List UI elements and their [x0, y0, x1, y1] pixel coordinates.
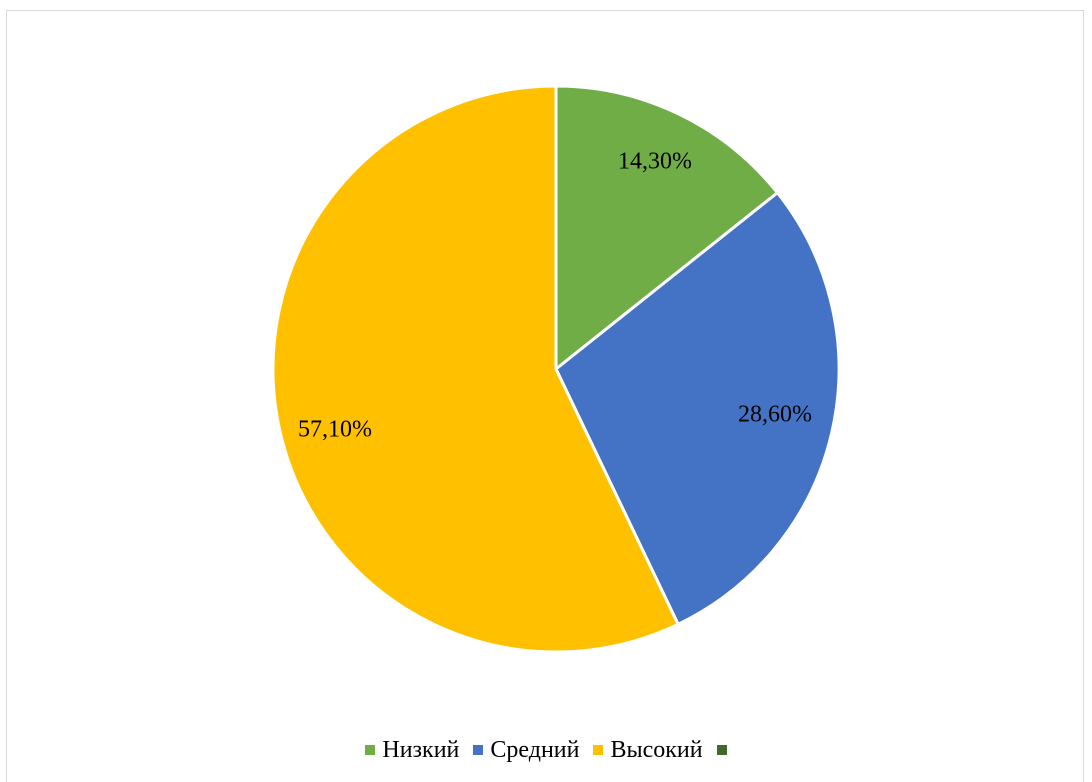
pie-slice-3: [271, 84, 680, 654]
legend-label-1: Низкий: [382, 736, 460, 763]
pie-slice-1: [554, 84, 779, 371]
legend-label-3: Высокий: [610, 736, 703, 763]
legend-item-2: Средний: [473, 737, 579, 764]
legend-item-4: [716, 745, 727, 755]
legend-item-3: Высокий: [593, 736, 703, 764]
legend-swatch-3: [593, 745, 604, 755]
chart-legend: Низкий Средний Высокий: [0, 735, 1092, 765]
data-label-2: 28,60%: [738, 402, 812, 428]
legend-swatch-1: [365, 745, 376, 755]
data-label-1: 14,30%: [618, 149, 692, 175]
data-label-3: 57,10%: [298, 417, 372, 443]
legend-label-2: Средний: [490, 736, 580, 763]
legend-swatch-2: [473, 745, 484, 755]
legend-swatch-4: [716, 745, 727, 755]
legend-item-1: Низкий: [365, 737, 459, 764]
